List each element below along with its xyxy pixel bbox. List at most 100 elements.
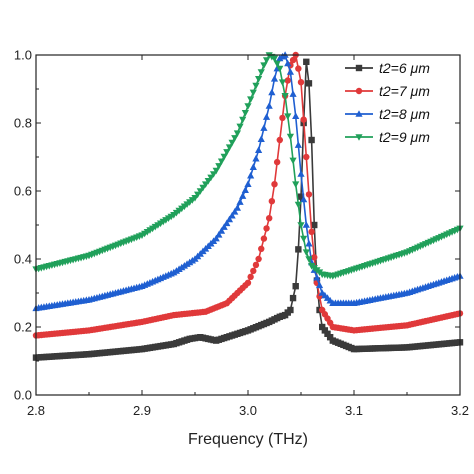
data-point: [239, 116, 247, 124]
data-point: [289, 90, 297, 97]
series-1: [32, 58, 464, 361]
data-point: [311, 221, 318, 229]
data-point: [249, 89, 257, 97]
data-point: [305, 191, 313, 198]
data-point: [315, 281, 324, 289]
legend-label: t2=9 μm: [379, 129, 430, 145]
data-point: [276, 65, 284, 73]
data-point: [260, 235, 268, 242]
data-point: [247, 171, 255, 179]
data-point: [217, 158, 226, 166]
data-point: [217, 227, 226, 234]
data-point: [207, 174, 215, 182]
data-point: [292, 181, 300, 188]
data-point: [241, 186, 249, 193]
x-tick-label: 3.0: [239, 403, 257, 418]
data-point: [286, 68, 294, 75]
data-point: [311, 254, 318, 261]
data-point: [225, 144, 234, 152]
data-point: [260, 62, 268, 69]
data-point: [297, 79, 305, 86]
data-point: [194, 191, 202, 199]
data-point: [209, 171, 218, 178]
data-point: [300, 195, 308, 203]
data-point: [225, 215, 234, 223]
data-point: [276, 136, 283, 144]
data-point: [215, 163, 223, 170]
data-point: [279, 114, 286, 122]
data-point: [308, 228, 315, 235]
data-point: [297, 193, 305, 200]
data-point: [295, 246, 302, 253]
data-point: [196, 188, 204, 195]
data-point: [255, 146, 263, 153]
data-point: [270, 75, 279, 82]
data-point: [273, 60, 281, 68]
data-point: [281, 93, 289, 100]
data-point: [270, 55, 279, 63]
data-point: [300, 116, 307, 123]
data-point: [255, 76, 263, 83]
y-tick-label: 0.0: [14, 388, 32, 403]
data-point: [305, 256, 313, 263]
data-point: [289, 294, 297, 302]
data-point: [278, 79, 287, 86]
data-point: [233, 130, 241, 137]
legend-label: t2=6 μm: [379, 60, 430, 76]
data-point: [319, 323, 326, 331]
data-point: [292, 283, 299, 290]
data-point: [241, 110, 249, 117]
data-point: [271, 181, 278, 188]
data-point: [305, 239, 313, 247]
data-point: [262, 57, 271, 64]
y-tick-label: 0.4: [14, 252, 32, 267]
data-point: [223, 219, 231, 227]
data-point: [300, 235, 308, 243]
data-point: [247, 273, 254, 281]
data-point: [313, 273, 321, 281]
data-point: [257, 135, 265, 142]
data-point: [239, 192, 247, 199]
data-point: [294, 141, 302, 148]
data-point: [268, 88, 276, 96]
data-point: [260, 124, 268, 131]
legend-label: t2=7 μm: [379, 83, 430, 99]
data-point: [303, 58, 310, 65]
data-point: [231, 208, 239, 215]
data-point: [284, 59, 292, 67]
data-point: [257, 69, 265, 76]
data-point: [287, 306, 294, 314]
data-point: [223, 149, 231, 156]
data-point: [273, 158, 281, 166]
axes: 2.8 2.9 3.0 3.1 3.2 0.0 0.2 0.4 0.6 0.8 1.0: [14, 48, 469, 419]
data-point: [321, 327, 329, 334]
data-point: [302, 249, 310, 256]
data-point: [284, 113, 292, 120]
data-point: [305, 80, 313, 87]
data-point: [233, 204, 241, 211]
data-point: [294, 201, 302, 209]
legend-entry: t2=8 μm: [345, 106, 430, 122]
data-point: [228, 211, 236, 219]
data-point: [302, 221, 310, 228]
series-2: [32, 51, 464, 339]
data-point: [236, 123, 244, 131]
data-point: [289, 157, 297, 165]
y-tick-label: 0.8: [14, 116, 32, 131]
data-point: [266, 215, 273, 222]
data-point: [247, 96, 255, 103]
legend-label: t2=8 μm: [379, 106, 430, 122]
data-point: [263, 225, 270, 232]
data-point: [252, 261, 260, 269]
y-tick-label: 0.2: [14, 320, 32, 335]
data-point: [255, 255, 262, 263]
plot-area: [32, 51, 464, 361]
data-point: [191, 195, 199, 202]
data-point: [220, 223, 228, 230]
data-point: [204, 178, 212, 185]
x-tick-label: 3.2: [451, 403, 469, 418]
data-point: [297, 170, 305, 177]
data-point: [249, 163, 257, 170]
y-tick-label: 1.0: [14, 48, 32, 63]
